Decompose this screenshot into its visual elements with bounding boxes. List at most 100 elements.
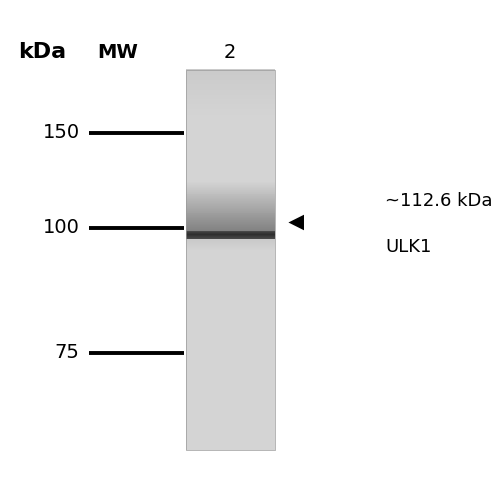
Bar [186,358,274,360]
Bar [186,86,274,87]
Bar [186,396,274,398]
Bar [186,276,274,278]
Bar [186,334,274,335]
Bar [186,392,274,394]
Bar [186,104,274,106]
Bar [186,103,274,104]
Bar [186,222,274,224]
Bar [186,387,274,388]
Bar [186,340,274,342]
Bar [186,376,274,377]
Bar [186,412,274,414]
Bar [186,70,274,450]
Bar [186,336,274,337]
Bar [186,314,274,315]
Bar [186,93,274,94]
Bar [186,104,274,105]
Bar [186,422,274,424]
Bar [186,370,274,372]
Bar [186,80,274,82]
Bar [186,92,274,94]
Bar [186,305,274,306]
Bar [186,354,274,355]
Bar [186,190,274,192]
Bar [186,311,274,312]
Bar [186,193,274,194]
Bar [186,321,274,322]
Bar [186,269,274,270]
Bar [186,280,274,281]
Bar [186,446,274,447]
Bar [186,394,274,396]
Bar [186,288,274,290]
Bar [186,92,274,93]
Bar [186,124,274,125]
Text: MW: MW [97,43,138,62]
Bar [186,250,274,252]
Bar [186,292,274,294]
Bar [186,197,274,198]
Bar [186,318,274,319]
Bar [186,283,274,284]
Bar [186,282,274,283]
Bar [186,346,274,348]
Bar [186,416,274,418]
Bar [186,101,274,102]
Bar [186,272,274,274]
Bar [186,350,274,352]
Bar [186,403,274,404]
Bar [186,251,274,252]
Bar [186,106,274,108]
Bar [186,155,274,156]
Bar [186,136,274,138]
Text: 150: 150 [42,123,80,142]
Bar [186,338,274,340]
Bar [186,195,274,196]
Bar [186,188,274,189]
Bar [186,114,274,116]
Bar [186,312,274,314]
Bar [186,326,274,328]
Bar [186,173,274,174]
Bar [186,366,274,368]
Bar [186,332,274,334]
Bar [186,446,274,448]
Bar [186,448,274,449]
Bar [186,292,274,293]
Bar [186,142,274,143]
Bar [186,96,274,98]
Bar [186,252,274,254]
Bar [186,444,274,445]
Bar [186,253,274,254]
Bar [186,340,274,341]
Bar [186,90,274,92]
Bar [186,445,274,446]
Bar [186,423,274,424]
Bar [186,168,274,170]
Bar [186,140,274,141]
Bar [186,437,274,438]
Bar [186,128,274,129]
Bar [186,110,274,111]
Bar [186,298,274,299]
Bar [186,443,274,444]
Bar [186,364,274,366]
Bar [186,119,274,120]
Bar [186,280,274,282]
Bar [186,343,274,344]
Bar [186,290,274,292]
Bar [186,192,274,194]
Bar [186,394,274,395]
Bar [186,352,274,353]
Bar [186,238,274,239]
Bar [186,358,274,359]
Bar [186,372,274,374]
Bar [186,170,274,172]
Bar [186,320,274,322]
Bar [186,240,274,241]
Text: 75: 75 [55,343,80,362]
Bar [186,341,274,342]
Bar [186,307,274,308]
Bar [186,247,274,248]
Bar [186,204,274,205]
